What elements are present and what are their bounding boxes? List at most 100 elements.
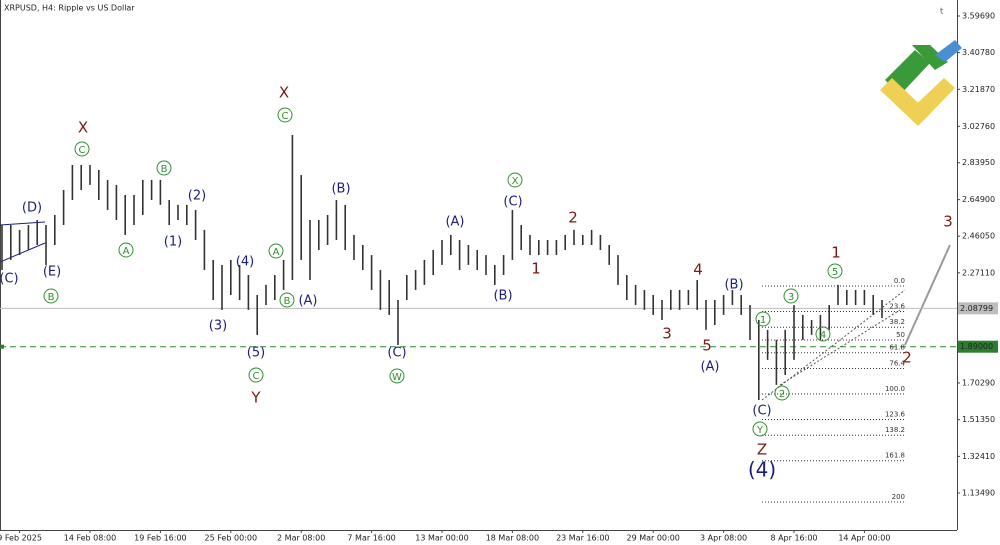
wave-label: (B) — [724, 278, 743, 293]
plot: 3.59690 3.40780 3.21870 3.02760 2.83950 2.649… — [0, 12, 998, 543]
wave-label: 3 — [788, 292, 794, 303]
wave-circle — [507, 172, 523, 188]
wave-circle — [389, 368, 405, 384]
x-tick-label: 3 Apr 08:00 — [700, 534, 747, 543]
y-tick-label: 1.32410 — [962, 452, 995, 461]
y-tick-label: 1.51350 — [962, 415, 995, 424]
fib-label: 100.0 — [885, 385, 905, 393]
wave-label: 4 — [820, 330, 826, 341]
wave-label: (4) — [748, 458, 776, 482]
x-tick-label: 9 Feb 2025 — [0, 534, 42, 543]
wave-label: X — [279, 84, 289, 102]
fib-label: 161.8 — [885, 452, 905, 460]
wave-label: (1) — [164, 235, 182, 250]
x-tick-label: 23 Mar 16:00 — [556, 534, 609, 543]
wave-circle — [43, 288, 59, 304]
wave-label: Y — [756, 425, 764, 436]
wave-label: Y — [250, 389, 261, 407]
wave-circle — [277, 107, 293, 123]
x-tick-label: 29 Mar 00:00 — [626, 534, 679, 543]
level-marker — [0, 344, 4, 349]
level-label-box — [958, 340, 998, 353]
y-tick-label: 3.40780 — [962, 48, 995, 57]
wave-label: (C) — [387, 346, 406, 361]
wave-circle — [774, 385, 790, 401]
y-tick-label: 2.27110 — [962, 268, 995, 277]
y-tick-label: 1.70290 — [962, 378, 995, 387]
wave-label: (4) — [236, 255, 254, 270]
chart-title: XRPUSD, H4: Ripple vs US Dollar — [4, 4, 135, 13]
wave-label: C — [79, 145, 86, 156]
y-tick-label: 2.83950 — [962, 158, 995, 167]
wave-label: B — [284, 296, 291, 307]
wave-label: 5 — [832, 267, 838, 278]
wave-label: (2) — [188, 189, 206, 204]
wave-label: 5 — [702, 337, 712, 355]
y-tick-label: 1.13490 — [962, 488, 995, 497]
x-tick-label: 7 Mar 16:00 — [347, 534, 395, 543]
price-label: 2.08799 — [960, 304, 993, 313]
price-label-box — [958, 302, 998, 315]
x-tick-label: 14 Apr 00:00 — [838, 534, 890, 543]
wave-circle — [74, 141, 90, 157]
y-tick-label: 3.21870 — [962, 85, 995, 94]
wave-label: 1 — [831, 244, 841, 262]
wave-label: 1 — [531, 260, 541, 278]
x-tick-label: 18 Mar 08:00 — [486, 534, 539, 543]
wave-circle — [755, 311, 771, 327]
y-tick-label: 3.02760 — [962, 122, 995, 131]
wave-label: 1 — [760, 315, 766, 326]
x-tick-label: 2 Mar 08:00 — [277, 534, 325, 543]
fib-label: 76.4 — [889, 359, 905, 367]
wave-circle — [279, 292, 295, 308]
wave-label: 3 — [662, 325, 672, 343]
x-tick-label: 14 Feb 08:00 — [64, 534, 116, 543]
wave-label: A — [273, 247, 280, 258]
wave-label: A — [123, 246, 130, 257]
wave-circle — [156, 160, 172, 176]
y-tick-label: 2.46050 — [962, 232, 995, 241]
wave-label: (C) — [0, 272, 19, 287]
wave-label: 2 — [779, 389, 785, 400]
wave-label: 2 — [568, 209, 578, 227]
wave-label: X — [78, 119, 88, 137]
wave-label: B — [161, 164, 168, 175]
wave-label: (B) — [493, 289, 512, 304]
wave-label: (A) — [445, 215, 464, 230]
wave-label: X — [512, 176, 519, 187]
wave-label: C — [253, 371, 260, 382]
wave-circle — [827, 263, 843, 279]
toolbar-icon[interactable]: t — [940, 7, 943, 16]
fib-label: 0.0 — [894, 277, 905, 285]
wave-label: (C) — [503, 195, 522, 210]
wave-label: 2 — [902, 349, 912, 367]
wave-label: (D) — [22, 201, 42, 216]
x-tick-label: 8 Apr 16:00 — [770, 534, 817, 543]
wave-label: (3) — [209, 319, 227, 334]
x-tick-label: 13 Mar 00:00 — [415, 534, 468, 543]
wave-label: 3 — [943, 213, 953, 231]
fib-label: 61.8 — [889, 344, 905, 352]
x-tick-label: 25 Feb 00:00 — [205, 534, 257, 543]
y-tick-label: 3.59690 — [962, 12, 995, 21]
wave-label: (5) — [247, 346, 265, 361]
fib-label: 38.2 — [889, 318, 905, 326]
wave-label: (B) — [331, 182, 350, 197]
fib-label: 23.6 — [889, 302, 905, 310]
logo — [880, 40, 962, 126]
level-label: 1.89000 — [960, 342, 993, 351]
wave-label: (A) — [700, 360, 719, 375]
wave-label: Z — [757, 441, 767, 459]
wave-label: W — [392, 372, 402, 383]
wave-label: (C) — [752, 404, 771, 419]
y-tick-label: 2.64900 — [962, 195, 995, 204]
fib-label: 138.2 — [885, 426, 905, 434]
wave-circle — [248, 367, 264, 383]
fib-label: 200 — [892, 493, 905, 501]
fib-label: 50 — [896, 331, 905, 339]
wave-label: (E) — [43, 265, 61, 280]
wave-label: (A) — [298, 294, 317, 309]
